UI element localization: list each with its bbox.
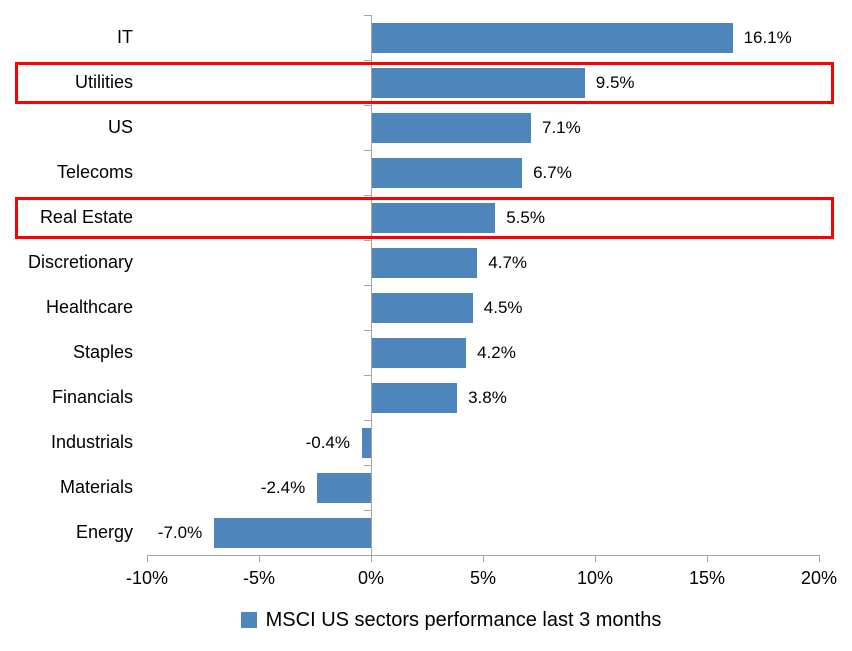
value-label: 6.7% bbox=[533, 163, 572, 182]
x-axis-tick bbox=[707, 555, 708, 562]
value-label: 5.5% bbox=[506, 208, 545, 227]
bar bbox=[372, 158, 523, 188]
y-axis-tick bbox=[364, 60, 372, 61]
category-label: US bbox=[107, 117, 133, 137]
value-label: 4.2% bbox=[477, 343, 516, 362]
category-label: Industrials bbox=[50, 432, 133, 452]
category-label: Staples bbox=[72, 342, 133, 362]
value-label: 4.7% bbox=[488, 253, 528, 272]
value-label: -0.4% bbox=[305, 433, 350, 452]
x-tick-label: 0% bbox=[357, 568, 384, 588]
value-label: 3.8% bbox=[468, 388, 507, 407]
y-axis-tick bbox=[364, 510, 372, 511]
x-tick-label: 10% bbox=[576, 568, 614, 588]
category-label: Telecoms bbox=[56, 162, 133, 182]
x-axis-tick bbox=[595, 555, 596, 562]
y-axis-tick bbox=[364, 105, 372, 106]
bar bbox=[372, 203, 496, 233]
bar bbox=[372, 338, 467, 368]
bar bbox=[372, 248, 478, 278]
bar bbox=[214, 518, 371, 548]
bar bbox=[372, 68, 585, 98]
bar bbox=[362, 428, 371, 458]
y-axis-tick bbox=[364, 285, 372, 286]
value-label: 4.5% bbox=[483, 298, 523, 317]
y-axis-tick bbox=[364, 375, 372, 376]
x-tick-label: 15% bbox=[688, 568, 726, 588]
bar bbox=[372, 383, 458, 413]
category-label: Energy bbox=[75, 522, 133, 542]
value-label: 9.5% bbox=[595, 73, 635, 92]
category-label: Discretionary bbox=[27, 252, 133, 272]
bar bbox=[372, 23, 733, 53]
y-axis-tick bbox=[364, 420, 372, 421]
bar bbox=[372, 113, 531, 143]
value-label: -7.0% bbox=[157, 523, 203, 542]
x-axis-tick bbox=[819, 555, 820, 562]
y-axis-tick bbox=[364, 150, 372, 151]
y-axis-tick bbox=[364, 465, 372, 466]
x-axis-tick bbox=[147, 555, 148, 562]
y-axis-tick bbox=[364, 555, 372, 556]
x-axis-tick bbox=[259, 555, 260, 562]
category-label: Utilities bbox=[74, 72, 133, 92]
legend-marker-icon bbox=[240, 612, 257, 628]
category-label: IT bbox=[117, 27, 133, 47]
y-axis-tick bbox=[364, 240, 372, 241]
bar bbox=[317, 473, 371, 503]
x-tick-label: 20% bbox=[800, 568, 838, 588]
x-tick-label: 5% bbox=[469, 568, 496, 588]
value-label: 7.1% bbox=[542, 118, 581, 137]
bar bbox=[372, 293, 473, 323]
y-axis-tick bbox=[364, 195, 372, 196]
x-tick-label: -5% bbox=[242, 568, 275, 588]
category-label: Materials bbox=[59, 477, 133, 497]
x-tick-label: -10% bbox=[125, 568, 169, 588]
y-axis-tick bbox=[364, 15, 372, 16]
category-label: Healthcare bbox=[45, 297, 133, 317]
category-label: Real Estate bbox=[39, 207, 133, 227]
value-label: 16.1% bbox=[743, 28, 792, 47]
value-label: -2.4% bbox=[260, 478, 306, 497]
y-axis-tick bbox=[364, 330, 372, 331]
x-axis-tick bbox=[483, 555, 484, 562]
category-label: Financials bbox=[51, 387, 133, 407]
x-axis-tick bbox=[371, 555, 372, 562]
legend-label: MSCI US sectors performance last 3 month… bbox=[265, 608, 662, 631]
legend: MSCI US sectors performance last 3 month… bbox=[50, 605, 852, 635]
